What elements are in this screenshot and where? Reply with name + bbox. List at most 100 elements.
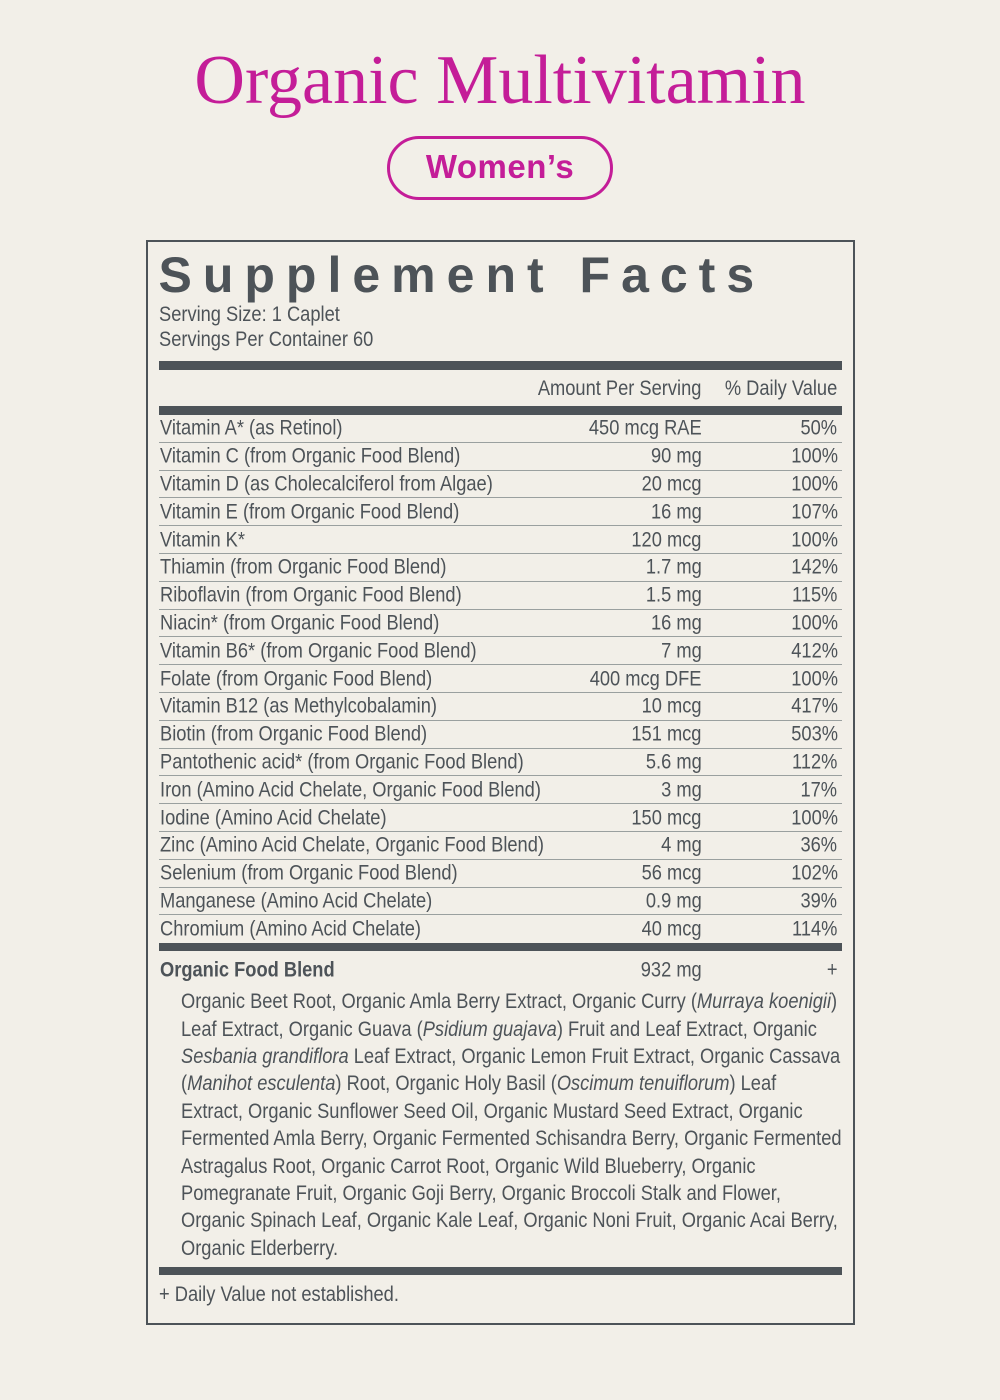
servings-per-container-line: Servings Per Container 60 xyxy=(159,327,842,352)
nutrient-amount: 0.9 mg xyxy=(645,888,702,913)
nutrient-amount: 5.6 mg xyxy=(645,749,702,774)
nutrient-row: Iron (Amino Acid Chelate, Organic Food B… xyxy=(158,776,842,805)
nutrient-name: Selenium (from Organic Food Blend) xyxy=(159,860,458,885)
serving-size-text: Serving Size: 1 Caplet xyxy=(158,302,340,326)
nutrient-dv: 112% xyxy=(792,749,838,774)
nutrient-row: Vitamin D (as Cholecalciferol from Algae… xyxy=(158,471,842,499)
nutrient-dv: 102% xyxy=(790,860,838,885)
nutrient-dv: 39% xyxy=(800,888,838,913)
nutrient-amount: 400 mcg DFE xyxy=(589,666,702,691)
nutrient-dv: 114% xyxy=(792,916,838,941)
nutrient-row: Vitamin A* (as Retinol) 450 mcg RAE 50% xyxy=(158,415,842,443)
blend-row: Organic Food Blend 932 mg + xyxy=(159,952,842,988)
nutrient-name: Vitamin B6* (from Organic Food Blend) xyxy=(159,638,477,663)
divider-bar-thick xyxy=(158,406,842,415)
nutrient-row: Biotin (from Organic Food Blend) 151 mcg 5… xyxy=(158,721,842,749)
nutrient-amount: 450 mcg RAE xyxy=(588,415,702,440)
blend-ingredient-text: ) Fruit and Leaf Extract, Organic xyxy=(556,1016,817,1041)
nutrient-name: Vitamin A* (as Retinol) xyxy=(159,415,342,440)
nutrient-dv: 100% xyxy=(790,471,838,496)
nutrient-name: Thiamin (from Organic Food Blend) xyxy=(159,554,446,579)
blend-ingredient-latin-name: Murraya koenigii xyxy=(696,989,831,1014)
nutrient-row: Vitamin E (from Organic Food Blend) 16 mg… xyxy=(158,498,842,527)
nutrient-dv: 142% xyxy=(790,554,838,579)
nutrient-dv: 100% xyxy=(790,610,838,635)
nutrient-name: Vitamin B12 (as Methylcobalamin) xyxy=(159,693,437,718)
variant-badge-container: Women’s xyxy=(0,136,1000,200)
blend-ingredient-latin-name: Oscimum tenuiflorum xyxy=(556,1071,729,1096)
nutrient-row: Chromium (Amino Acid Chelate) 40 mcg 114% xyxy=(159,915,842,943)
nutrient-name: Chromium (Amino Acid Chelate) xyxy=(159,916,421,941)
divider-bar-thick xyxy=(158,1267,842,1276)
column-header-amount: Amount Per Serving xyxy=(537,376,702,400)
nutrient-row: Pantothenic acid* (from Organic Food Ble… xyxy=(158,749,842,777)
nutrient-amount: 1.7 mg xyxy=(645,554,702,579)
supplement-facts-panel: Supplement Facts Serving Size: 1 Caplet … xyxy=(145,240,855,1326)
nutrient-name: Iron (Amino Acid Chelate, Organic Food B… xyxy=(159,777,541,802)
blend-amount: 932 mg xyxy=(640,957,702,982)
blend-ingredient-text: ) Leaf Extract, Organic Sunflower Seed O… xyxy=(180,1071,842,1260)
nutrient-name: Pantothenic acid* (from Organic Food Ble… xyxy=(159,749,524,774)
blend-ingredient-latin-name: Sesbania grandiflora xyxy=(180,1043,349,1068)
serving-size-line: Serving Size: 1 Caplet xyxy=(159,302,842,327)
nutrient-rows: Vitamin A* (as Retinol) 450 mcg RAE 50% Vit… xyxy=(158,415,842,943)
servings-per-container-text: Servings Per Container 60 xyxy=(158,327,373,351)
nutrient-amount: 7 mg xyxy=(660,638,702,663)
nutrient-row: Vitamin C (from Organic Food Blend) 90 mg… xyxy=(158,443,842,471)
blend-ingredient-text: ) Root, Organic Holy Basil ( xyxy=(334,1071,557,1096)
nutrient-name: Vitamin C (from Organic Food Blend) xyxy=(159,443,460,468)
nutrient-name: Folate (from Organic Food Blend) xyxy=(159,666,432,691)
nutrient-amount: 20 mcg xyxy=(641,471,702,496)
nutrient-row: Folate (from Organic Food Blend) 400 mcg … xyxy=(158,665,842,693)
nutrient-dv: 100% xyxy=(790,805,838,830)
nutrient-row: Vitamin B12 (as Methylcobalamin) 10 mcg 41… xyxy=(158,693,842,721)
nutrient-dv: 50% xyxy=(800,415,838,440)
nutrient-row: Thiamin (from Organic Food Blend) 1.7 mg 1… xyxy=(158,554,842,582)
nutrient-row: Manganese (Amino Acid Chelate) 0.9 mg 39% xyxy=(158,888,842,916)
nutrient-row: Riboflavin (from Organic Food Blend) 1.5 … xyxy=(158,582,842,610)
nutrient-name: Iodine (Amino Acid Chelate) xyxy=(159,805,387,830)
nutrient-dv: 107% xyxy=(790,499,838,524)
nutrient-amount: 3 mg xyxy=(660,777,702,802)
nutrient-name: Biotin (from Organic Food Blend) xyxy=(159,721,427,746)
nutrient-name: Manganese (Amino Acid Chelate) xyxy=(159,888,432,913)
nutrient-name: Vitamin D (as Cholecalciferol from Algae… xyxy=(159,471,493,496)
column-header-daily-value: % Daily Value xyxy=(725,376,838,400)
blend-name: Organic Food Blend xyxy=(159,957,335,982)
blend-ingredient-latin-name: Manihot esculenta xyxy=(186,1071,335,1096)
blend-ingredients: Organic Beet Root, Organic Amla Berry Ex… xyxy=(181,988,842,1262)
nutrient-row: Niacin* (from Organic Food Blend) 16 mg 10… xyxy=(158,610,842,638)
nutrient-dv: 17% xyxy=(800,777,838,802)
nutrient-row: Selenium (from Organic Food Blend) 56 mcg… xyxy=(158,860,842,888)
nutrient-name: Niacin* (from Organic Food Blend) xyxy=(159,610,439,635)
nutrient-dv: 412% xyxy=(790,638,838,663)
blend-dv: + xyxy=(826,957,838,982)
blend-ingredient-text: Organic Beet Root, Organic Amla Berry Ex… xyxy=(180,989,697,1014)
nutrient-dv: 417% xyxy=(790,693,838,718)
nutrient-dv: 503% xyxy=(790,721,838,746)
nutrient-dv: 100% xyxy=(790,443,838,468)
footnote-line: + Daily Value not established. xyxy=(159,1275,842,1315)
nutrient-dv: 100% xyxy=(790,666,838,691)
footnote-text: + Daily Value not established. xyxy=(158,1282,399,1307)
nutrient-dv: 36% xyxy=(800,832,838,857)
nutrient-name: Vitamin K* xyxy=(159,527,245,552)
nutrient-name: Riboflavin (from Organic Food Blend) xyxy=(159,582,462,607)
nutrient-amount: 120 mcg xyxy=(631,527,702,552)
nutrient-amount: 151 mcg xyxy=(631,721,702,746)
blend-ingredient-text: ) Leaf Extract, Organic Guava ( xyxy=(180,989,837,1041)
blend-ingredient-latin-name: Psidium guajava xyxy=(422,1016,557,1041)
divider-bar-thick xyxy=(158,361,842,370)
nutrient-name: Vitamin E (from Organic Food Blend) xyxy=(159,499,459,524)
variant-badge: Women’s xyxy=(386,136,614,200)
nutrient-amount: 90 mg xyxy=(650,443,702,468)
nutrient-dv: 100% xyxy=(790,527,838,552)
nutrient-name: Zinc (Amino Acid Chelate, Organic Food B… xyxy=(159,832,544,857)
column-header-row: Amount Per Serving % Daily Value xyxy=(159,370,842,406)
nutrient-amount: 150 mcg xyxy=(631,805,702,830)
nutrient-amount: 16 mg xyxy=(650,499,702,524)
nutrient-row: Zinc (Amino Acid Chelate, Organic Food B… xyxy=(158,832,842,860)
supplement-facts-title: Supplement Facts xyxy=(158,247,766,303)
nutrient-amount: 1.5 mg xyxy=(645,582,702,607)
